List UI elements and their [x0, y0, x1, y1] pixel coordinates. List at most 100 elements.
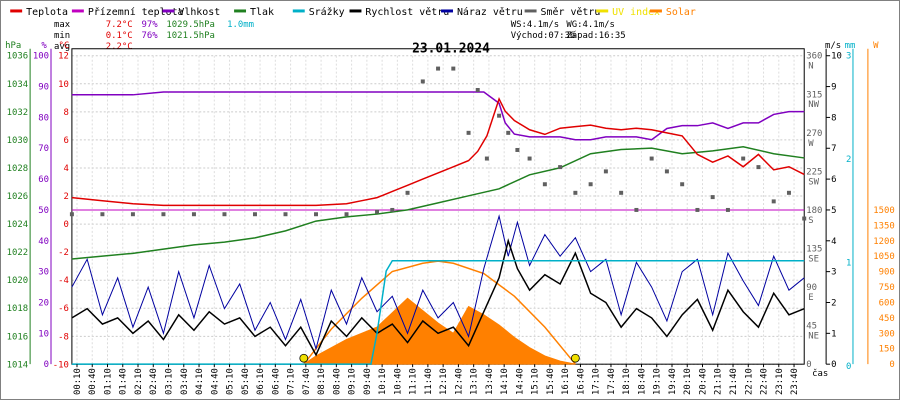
tick-ms: 4: [831, 237, 836, 247]
stat-sunset: Západ:16:35: [566, 31, 625, 41]
tick-time: 00:10: [73, 368, 83, 395]
series-temperature: [71, 96, 805, 207]
tick-pct: 100: [33, 52, 49, 62]
stat-max-label: max: [54, 20, 71, 30]
wind-dir-point: [649, 156, 654, 161]
tick-temp: 12: [58, 52, 69, 62]
tick-time: 14:10: [500, 368, 510, 395]
legend-label: Směr větru: [541, 6, 601, 18]
legend-entry: UV index: [596, 7, 660, 18]
tick-temp: 0: [64, 220, 69, 230]
wind-dir-point: [634, 207, 639, 212]
tick-temp: 10: [58, 80, 69, 90]
tick-w: 150: [879, 345, 895, 355]
tick-pct: 10: [38, 329, 49, 339]
legend-label: Rychlost větru: [365, 6, 449, 18]
legend-entry: Teplota: [10, 7, 68, 18]
tick-dir-deg: 315: [806, 90, 822, 100]
tick-dir-name: S: [808, 216, 813, 226]
tick-time: 16:10: [561, 368, 571, 395]
tick-time: 20:40: [698, 368, 708, 395]
wind-dir-point: [314, 212, 318, 217]
tick-mm: 0: [846, 362, 851, 372]
tick-dir-name: NW: [808, 100, 819, 110]
legend-label: Vlhkost: [178, 7, 220, 18]
tick-time: 17:40: [607, 368, 617, 395]
legend-entry: Tlak: [234, 7, 274, 18]
axis-unit-time: čas: [812, 368, 828, 379]
tick-temp: 2: [64, 192, 69, 202]
wind-dir-point: [771, 199, 776, 204]
legend-entry: Vlhkost: [162, 7, 220, 18]
wind-dir-point: [466, 130, 471, 135]
wind-dir-point: [161, 212, 166, 217]
tick-w: 1500: [873, 206, 895, 216]
tick-dir-name: N: [808, 62, 813, 72]
tick-dir-deg: 90: [806, 283, 817, 293]
tick-dir-name: W: [808, 139, 814, 149]
series-humidity: [71, 91, 805, 141]
tick-pct: 50: [38, 206, 49, 216]
tick-hpa: 1028: [7, 164, 29, 174]
tick-time: 04:10: [195, 368, 205, 395]
stat-max-temp: 7.2°C: [106, 20, 133, 30]
tick-hpa: 1024: [7, 220, 29, 230]
tick-ms: 10: [831, 52, 842, 62]
tick-time: 12:40: [454, 368, 464, 395]
legend-entry: Srážky: [292, 6, 345, 18]
series-wind-speed: [71, 238, 805, 357]
tick-ms: 5: [831, 206, 836, 216]
tick-pct: 90: [38, 83, 49, 93]
tick-dir-deg: 225: [806, 167, 822, 177]
tick-dir-name: NE: [808, 332, 819, 342]
tick-time: 18:10: [622, 368, 632, 395]
tick-time: 11:10: [409, 368, 419, 395]
axis-unit-pct: %: [41, 41, 47, 51]
tick-time: 01:10: [103, 368, 113, 395]
wind-dir-point: [786, 190, 791, 195]
wind-dir-point: [130, 212, 135, 217]
legend-entry: Solar: [649, 7, 696, 18]
tick-dir-deg: 0: [806, 360, 811, 370]
uv-marker: [299, 353, 309, 363]
tick-time: 08:10: [317, 368, 327, 395]
wind-dir-point: [542, 182, 547, 187]
tick-time: 03:40: [180, 368, 190, 395]
wind-dir-point: [619, 190, 624, 195]
tick-w: 1350: [873, 221, 895, 231]
wind-dir-point: [191, 212, 196, 217]
tick-time: 11:40: [424, 368, 434, 395]
tick-ms: 8: [831, 113, 836, 123]
wind-dir-point: [725, 207, 730, 212]
tick-time: 15:10: [531, 368, 541, 395]
tick-pct: 0: [44, 360, 49, 370]
stat-max-press: 1029.5hPa: [166, 20, 214, 30]
tick-temp: -6: [58, 304, 69, 314]
legend-entry: Náraz větru: [441, 6, 523, 18]
tick-temp: -4: [58, 276, 69, 286]
stat-avg-label: avg: [54, 42, 70, 52]
stat-min-label: min: [54, 31, 70, 41]
tick-dir-deg: 135: [806, 244, 822, 254]
wind-dir-point: [405, 190, 410, 195]
tick-mm: 3: [846, 52, 851, 62]
tick-time: 02:40: [149, 368, 159, 395]
tick-time: 20:10: [683, 368, 693, 395]
axis-unit-mm: mm: [845, 41, 856, 51]
legend-entry: Rychlost větru: [349, 6, 449, 18]
legend-label: Náraz větru: [457, 6, 523, 18]
tick-time: 15:40: [546, 368, 556, 395]
tick-pct: 30: [38, 268, 49, 278]
tick-time: 14:40: [515, 368, 525, 395]
tick-w: 750: [879, 283, 895, 293]
tick-ms: 6: [831, 175, 836, 185]
tick-w: 1200: [873, 237, 895, 247]
tick-time: 13:10: [470, 368, 480, 395]
wind-dir-point: [756, 165, 761, 170]
tick-ms: 7: [831, 144, 836, 154]
tick-hpa: 1036: [7, 52, 29, 62]
stat-sunrise: Východ:07:36: [511, 31, 576, 41]
legend-label: Solar: [666, 7, 696, 18]
